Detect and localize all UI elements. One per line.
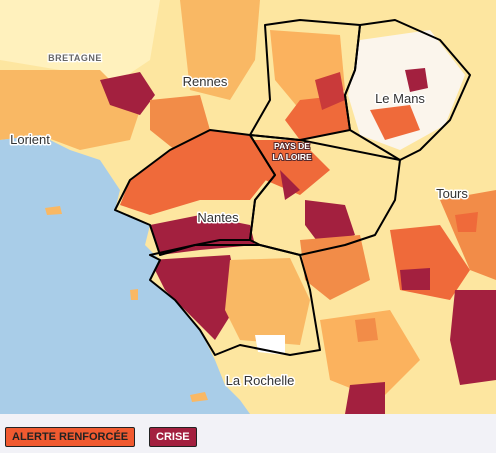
region-label: BRETAGNE xyxy=(48,53,102,63)
city-label: Lorient xyxy=(10,132,50,147)
map: BRETAGNE Rennes Lorient Le Mans Nantes T… xyxy=(0,0,496,414)
city-label: Rennes xyxy=(183,74,228,89)
zones xyxy=(0,0,496,414)
department-borders xyxy=(114,19,471,356)
city-label: Tours xyxy=(436,186,468,201)
legend-item: ALERTE RENFORCÉE xyxy=(5,427,136,447)
legend: ALERTE RENFORCÉE CRISE xyxy=(0,414,496,453)
region-label: LA LOIRE xyxy=(272,152,312,162)
sea xyxy=(0,135,250,414)
legend-item: CRISE xyxy=(149,427,197,447)
city-label: La Rochelle xyxy=(226,373,295,388)
city-label: Nantes xyxy=(197,210,239,225)
city-label: Le Mans xyxy=(375,91,425,106)
islands xyxy=(45,206,208,402)
region-label: PAYS DE xyxy=(274,141,310,151)
